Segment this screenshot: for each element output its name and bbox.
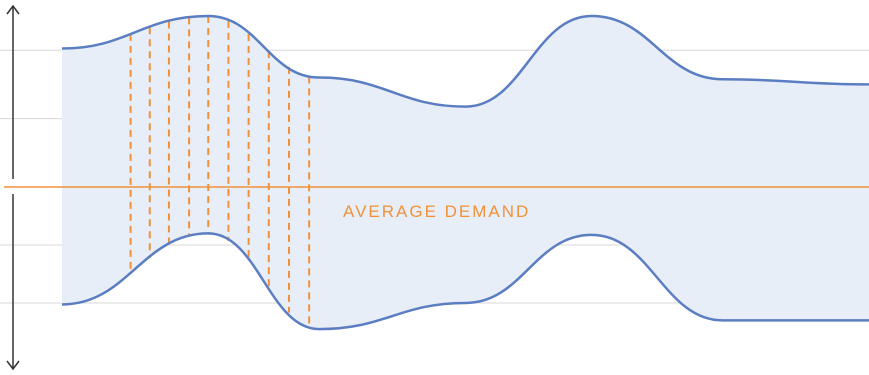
y-axis bbox=[6, 4, 20, 371]
lower-demand-curve bbox=[61, 232, 869, 331]
upper-demand-curve bbox=[61, 14, 869, 108]
average-demand-label: AVERAGE DEMAND bbox=[343, 202, 530, 221]
dashed-lines bbox=[129, 16, 311, 328]
demand-band-area bbox=[62, 16, 869, 330]
arrow-up-icon bbox=[6, 4, 20, 15]
arrow-down-icon bbox=[6, 360, 20, 371]
